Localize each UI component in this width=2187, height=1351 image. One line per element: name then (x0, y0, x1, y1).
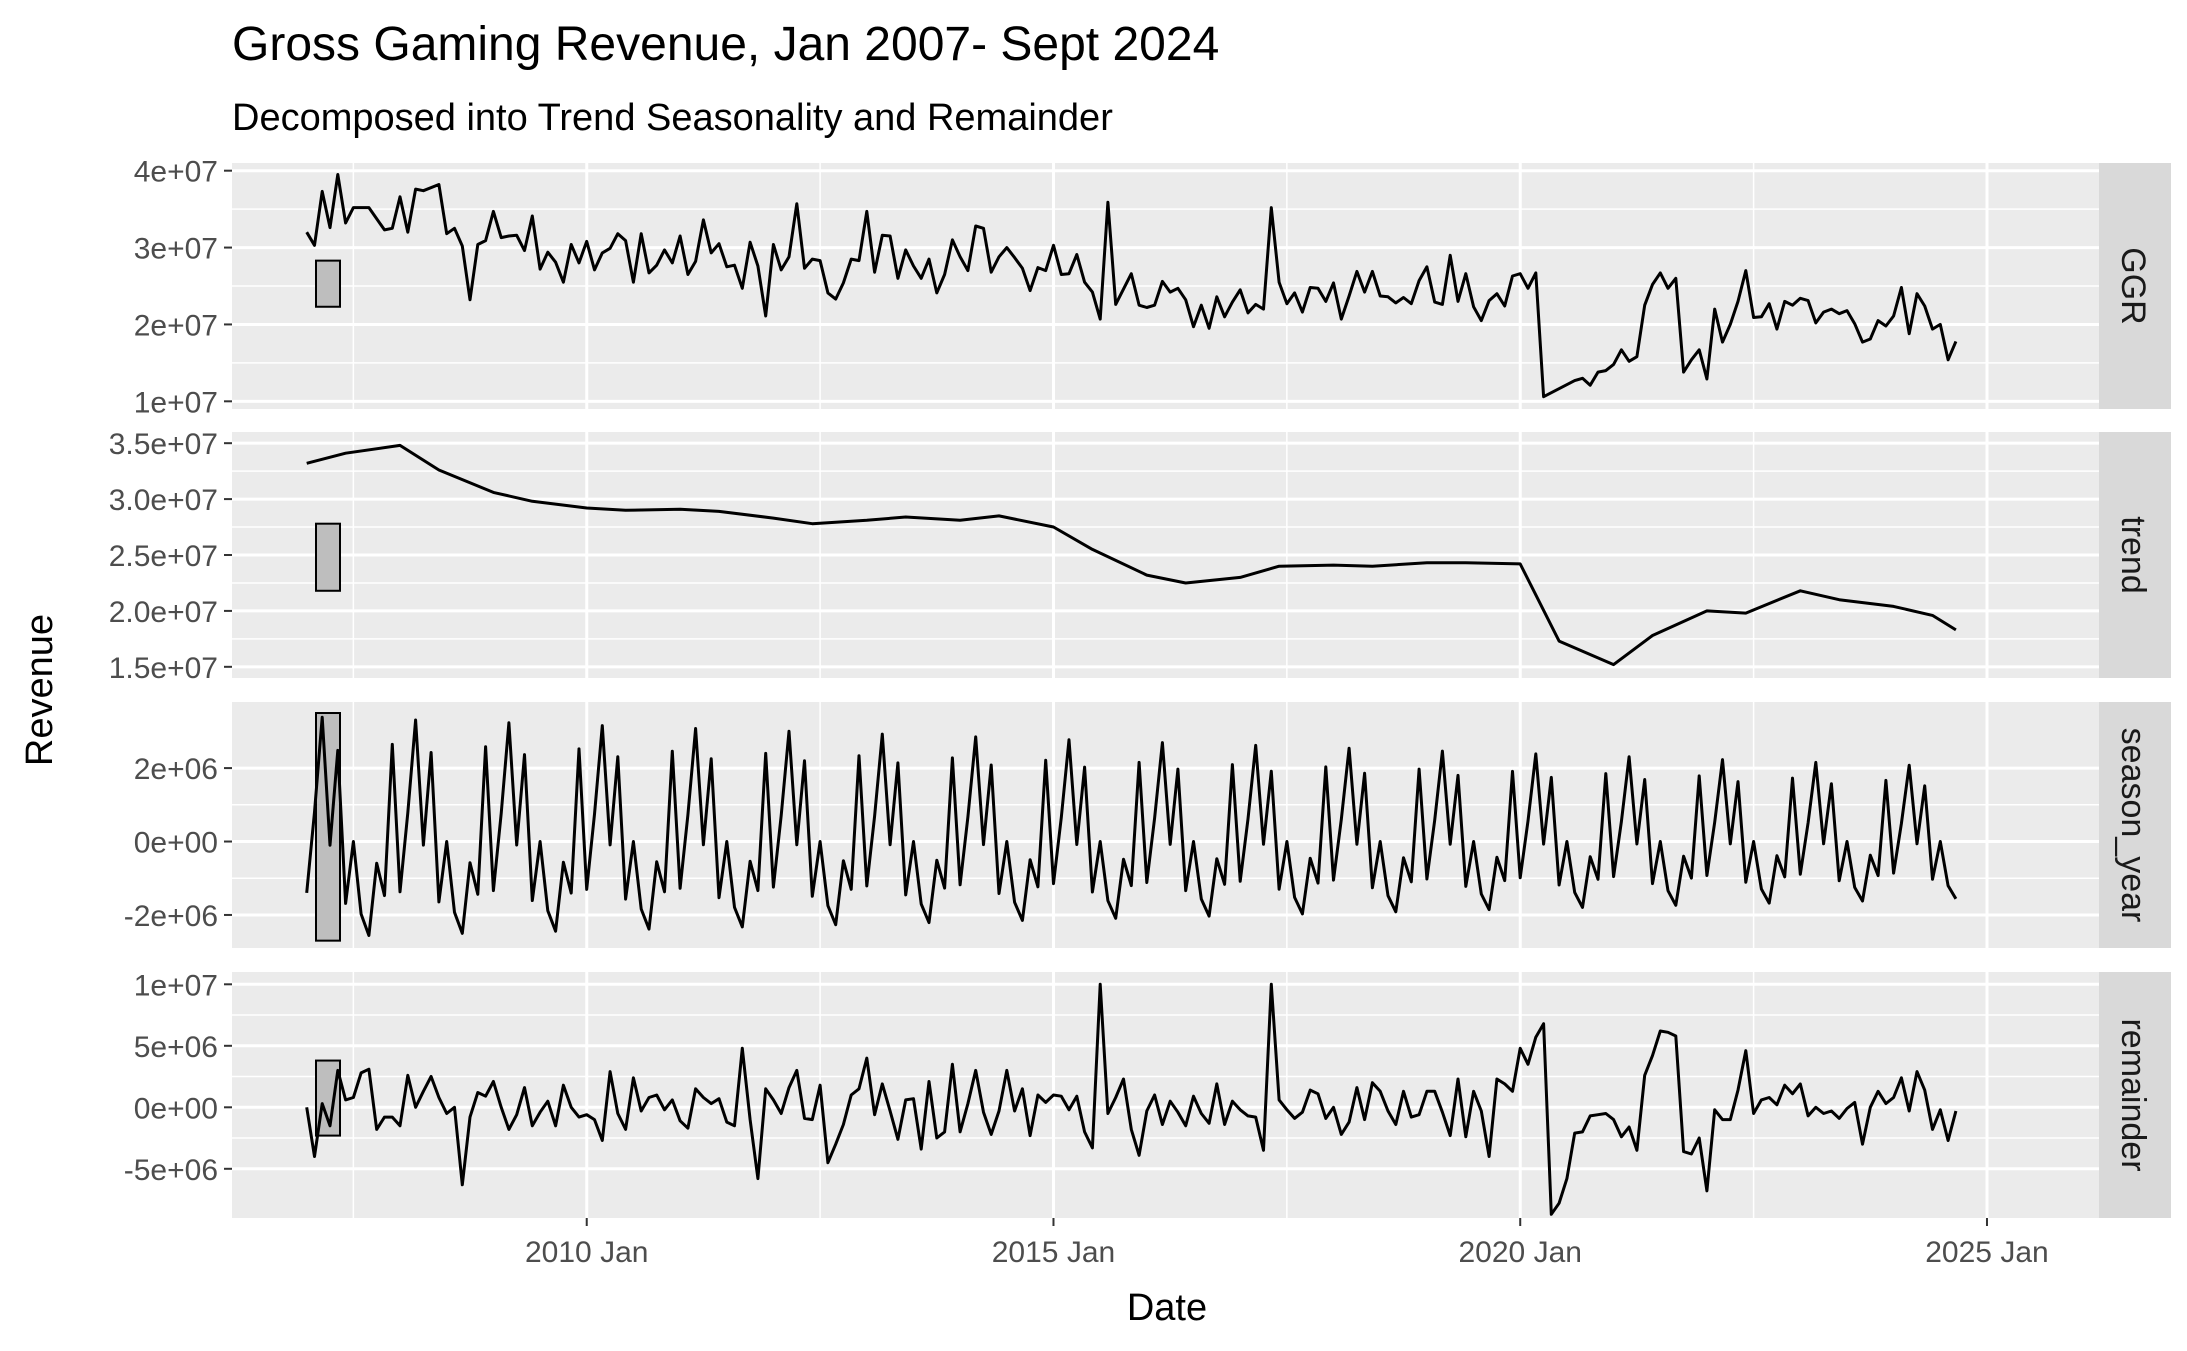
x-tick-label: 2010 Jan (525, 1236, 648, 1269)
strip-label: GGR (2114, 247, 2152, 324)
panel-trend: 1.5e+07 2.0e+07 2.5e+07 3.0e+07 3.5e+07 tren… (109, 428, 2171, 685)
panel-background (232, 972, 2099, 1218)
x-axis: 2010 Jan 2015 Jan 2020 Jan 2025 Jan (525, 1218, 2049, 1269)
y-tick-label: 0e+00 (134, 1092, 218, 1125)
y-tick-label: 5e+06 (134, 1031, 218, 1064)
y-axis-label: Revenue (19, 614, 61, 766)
y-tick-label: -5e+06 (124, 1154, 218, 1187)
strip-background (2099, 163, 2171, 409)
panel-gridlines (232, 702, 2099, 948)
panel-background (232, 702, 2099, 948)
y-tick-label: 2.0e+07 (109, 596, 218, 629)
y-tick-label: 3.5e+07 (109, 428, 218, 461)
series-line (305, 982, 1958, 1216)
chart-subtitle: Decomposed into Trend Seasonality and Re… (232, 97, 1113, 139)
strip-label: season_year (2114, 728, 2152, 923)
panel-gridlines (232, 432, 2099, 678)
y-tick-label: 2e+06 (134, 753, 218, 786)
strip-background (2099, 972, 2171, 1218)
y-tick-label: -2e+06 (124, 900, 218, 933)
y-axis: 1e+07 2e+07 3e+07 4e+07 (134, 156, 232, 419)
series-line (305, 715, 1958, 937)
series-line (305, 173, 1958, 399)
series-line (306, 443, 1957, 667)
y-tick-label: 3.0e+07 (109, 484, 218, 517)
y-tick-label: 1.5e+07 (109, 652, 218, 685)
panel-season-year: -2e+06 0e+00 2e+06 season_year (124, 702, 2171, 948)
x-tick-label: 2020 Jan (1459, 1236, 1582, 1269)
scale-bar (315, 259, 341, 308)
y-tick-label: 2e+07 (134, 309, 218, 342)
panel-remainder: -5e+06 0e+00 5e+06 1e+07 remainder (124, 969, 2171, 1218)
y-tick-label: 1e+07 (134, 386, 218, 419)
panel-ggr: 1e+07 2e+07 3e+07 4e+07 GGR (134, 156, 2171, 419)
y-axis: -5e+06 0e+00 5e+06 1e+07 (124, 969, 232, 1187)
strip-label: remainder (2114, 1018, 2152, 1171)
y-tick-label: 0e+00 (134, 827, 218, 860)
y-tick-label: 3e+07 (134, 233, 218, 266)
strip-background (2099, 702, 2171, 948)
strip-background (2099, 432, 2171, 678)
strip-label: trend (2114, 516, 2152, 594)
scale-bar (315, 522, 341, 592)
panel-gridlines (232, 163, 2099, 409)
y-axis: -2e+06 0e+00 2e+06 (124, 753, 232, 933)
x-tick-label: 2015 Jan (992, 1236, 1115, 1269)
x-axis-label: Date (1127, 1287, 1207, 1329)
y-axis: 1.5e+07 2.0e+07 2.5e+07 3.0e+07 3.5e+07 (109, 428, 232, 685)
x-tick-label: 2025 Jan (1925, 1236, 2048, 1269)
y-tick-label: 4e+07 (134, 156, 218, 189)
y-tick-label: 1e+07 (134, 969, 218, 1002)
y-tick-label: 2.5e+07 (109, 540, 218, 573)
chart-title: Gross Gaming Revenue, Jan 2007- Sept 202… (232, 18, 1219, 71)
